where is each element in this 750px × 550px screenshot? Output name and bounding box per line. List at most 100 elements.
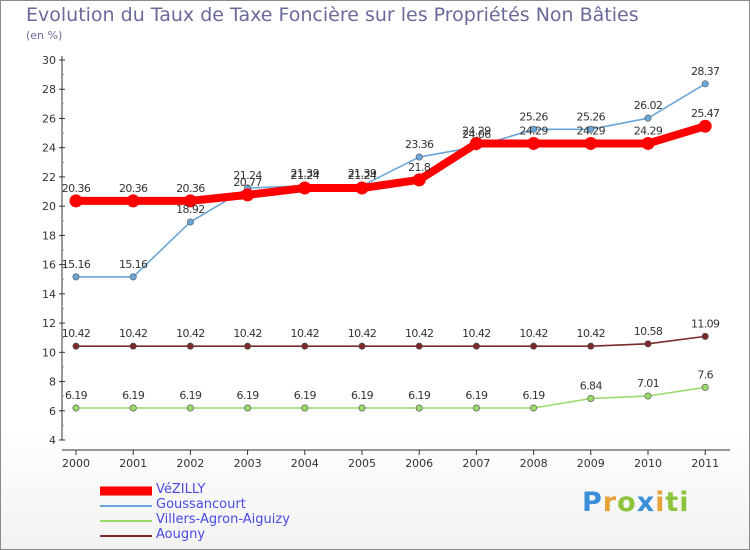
- data-label-3-10: 10.58: [634, 325, 663, 338]
- data-point-1-6: [415, 153, 423, 161]
- series-line-0: [72, 122, 710, 205]
- x-tick-label: 2005: [348, 457, 376, 470]
- data-point-0-9: [584, 136, 598, 150]
- data-label-3-6: 10.42: [405, 327, 434, 340]
- data-label-3-1: 10.42: [119, 327, 148, 340]
- y-tick-label: 8: [49, 376, 56, 389]
- data-point-0-6: [412, 173, 426, 187]
- chart-title: Evolution du Taux de Taxe Foncière sur l…: [26, 4, 639, 26]
- data-label-0-8: 24.29: [519, 124, 548, 137]
- data-label-2-4: 6.19: [294, 389, 317, 402]
- data-point-1-2: [186, 218, 194, 226]
- data-point-0-1: [126, 194, 140, 208]
- legend-label-3: Aougny: [156, 527, 206, 542]
- chart-subtitle: (en %): [26, 29, 63, 42]
- data-point-3-11: [701, 332, 709, 340]
- data-label-1-8: 25.26: [519, 110, 548, 123]
- data-point-0-10: [641, 136, 655, 150]
- data-label-1-3: 21.24: [233, 169, 262, 182]
- data-label-2-6: 6.19: [408, 389, 431, 402]
- data-point-2-4: [301, 404, 309, 412]
- data-label-0-10: 24.29: [634, 124, 663, 137]
- x-tick-label: 2001: [119, 457, 147, 470]
- data-point-1-1: [129, 273, 137, 281]
- data-label-3-5: 10.42: [348, 327, 377, 340]
- data-point-3-7: [472, 342, 480, 350]
- data-label-3-4: 10.42: [291, 327, 320, 340]
- data-point-3-8: [530, 342, 538, 350]
- data-point-3-3: [244, 342, 252, 350]
- data-label-3-7: 10.42: [462, 327, 491, 340]
- x-tick-label: 2006: [405, 457, 433, 470]
- data-label-0-1: 20.36: [119, 182, 148, 195]
- legend-label-1: Goussancourt: [156, 497, 246, 512]
- data-label-2-7: 6.19: [465, 389, 488, 402]
- data-label-0-5: 21.24: [348, 169, 377, 182]
- data-point-2-6: [415, 404, 423, 412]
- series-line-2: [75, 386, 707, 409]
- proxiti-logo: Proxiti: [582, 487, 690, 518]
- y-tick-label: 16: [42, 259, 56, 272]
- data-label-0-11: 25.47: [691, 107, 720, 120]
- data-point-0-4: [298, 181, 312, 195]
- y-tick-label: 26: [42, 112, 56, 125]
- data-point-3-5: [358, 342, 366, 350]
- data-label-1-7: 24.06: [462, 128, 491, 141]
- data-point-2-5: [358, 404, 366, 412]
- data-point-0-5: [355, 181, 369, 195]
- data-label-2-3: 6.19: [237, 389, 260, 402]
- data-point-2-10: [644, 392, 652, 400]
- x-tick-label: 2000: [62, 457, 90, 470]
- x-tick-label: 2011: [691, 457, 719, 470]
- y-tick-label: 30: [42, 54, 56, 67]
- data-label-3-3: 10.42: [233, 327, 262, 340]
- data-point-2-1: [129, 404, 137, 412]
- y-tick-label: 10: [42, 346, 56, 359]
- y-tick-label: 24: [42, 142, 56, 155]
- legend-swatch-2: [100, 520, 152, 522]
- data-point-3-2: [186, 342, 194, 350]
- data-label-0-2: 20.36: [176, 182, 205, 195]
- data-point-3-6: [415, 342, 423, 350]
- data-label-0-4: 21.24: [291, 169, 320, 182]
- legend-label-0: VéZILLY: [156, 482, 206, 497]
- data-label-1-4: 21.39: [291, 167, 320, 180]
- data-label-0-7: 24.29: [462, 124, 491, 137]
- data-label-2-1: 6.19: [122, 389, 145, 402]
- x-tick-label: 2010: [634, 457, 662, 470]
- data-point-3-1: [129, 342, 137, 350]
- data-label-0-0: 20.36: [62, 182, 91, 195]
- data-point-2-8: [530, 404, 538, 412]
- data-label-3-9: 10.42: [577, 327, 606, 340]
- data-label-0-6: 21.8: [408, 161, 431, 174]
- data-point-0-2: [183, 194, 197, 208]
- x-tick-label: 2003: [234, 457, 262, 470]
- data-label-1-2: 18.92: [176, 203, 205, 216]
- data-point-2-9: [587, 394, 595, 402]
- x-tick-label: 2007: [462, 457, 490, 470]
- legend-swatch-3: [100, 535, 152, 537]
- data-label-0-9: 24.29: [577, 124, 606, 137]
- data-label-1-10: 26.02: [634, 99, 663, 112]
- series-line-1: [75, 83, 707, 278]
- data-point-2-0: [72, 404, 80, 412]
- data-label-2-2: 6.19: [179, 389, 202, 402]
- x-tick-label: 2004: [291, 457, 319, 470]
- data-label-2-5: 6.19: [351, 389, 374, 402]
- data-point-0-0: [69, 194, 83, 208]
- series-line-3: [75, 335, 707, 347]
- data-point-1-8: [530, 125, 538, 133]
- data-label-3-0: 10.42: [62, 327, 91, 340]
- y-tick-label: 4: [49, 434, 56, 447]
- data-point-2-11: [701, 383, 709, 391]
- data-point-0-3: [241, 188, 255, 202]
- y-tick-label: 18: [42, 229, 56, 242]
- data-label-2-8: 6.19: [523, 389, 546, 402]
- data-label-2-9: 6.84: [580, 379, 603, 392]
- data-point-2-2: [186, 404, 194, 412]
- data-label-1-0: 15.16: [62, 258, 91, 271]
- y-tick-label: 14: [42, 288, 56, 301]
- data-point-2-7: [472, 404, 480, 412]
